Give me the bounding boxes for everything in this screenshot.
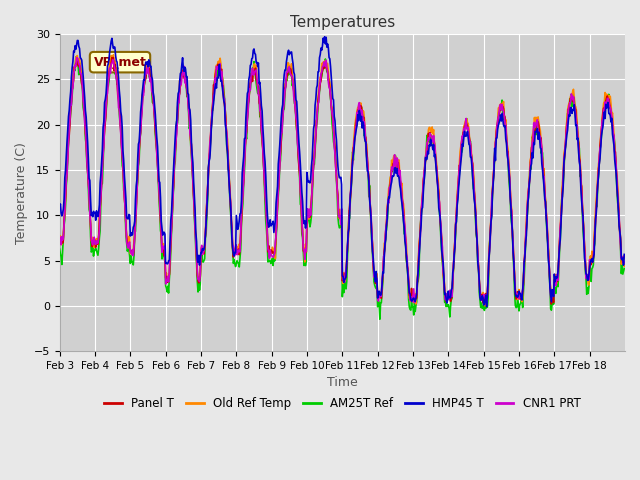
Text: VR_met: VR_met [93,56,147,69]
X-axis label: Time: Time [327,376,358,389]
Legend: Panel T, Old Ref Temp, AM25T Ref, HMP45 T, CNR1 PRT: Panel T, Old Ref Temp, AM25T Ref, HMP45 … [99,393,586,415]
Title: Temperatures: Temperatures [290,15,395,30]
Y-axis label: Temperature (C): Temperature (C) [15,142,28,243]
